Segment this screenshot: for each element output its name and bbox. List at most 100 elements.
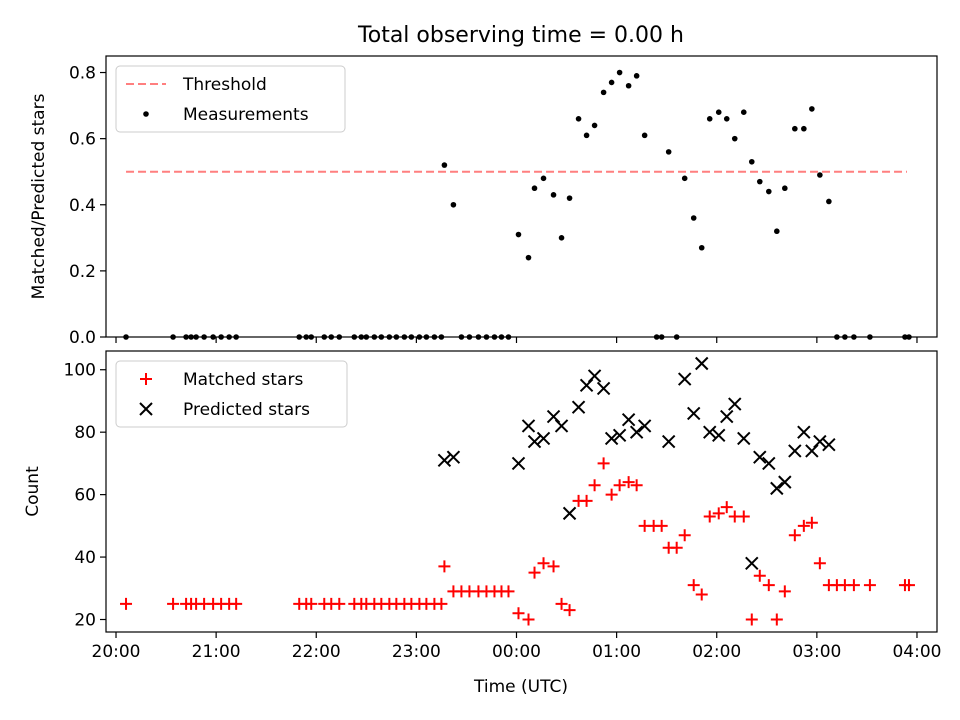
- measurement-point: [834, 334, 840, 340]
- x-tick-label: 20:00: [92, 642, 141, 662]
- predicted-star-point: [712, 428, 726, 443]
- measurement-point: [723, 116, 730, 122]
- matched-star-point: [333, 597, 346, 610]
- measurement-point: [698, 244, 705, 251]
- measurement-point: [681, 175, 688, 182]
- matched-star-point: [230, 597, 243, 610]
- measurement-point: [525, 254, 532, 261]
- x-tick-label: 21:00: [192, 642, 241, 662]
- predicted-star-point: [813, 434, 827, 449]
- measurement-point: [740, 109, 747, 115]
- x-tick-label: 02:00: [692, 642, 741, 662]
- measurement-point: [782, 185, 788, 192]
- matched-star-point: [703, 510, 716, 523]
- measurement-point: [308, 334, 315, 340]
- y-tick-label-bottom: 40: [74, 548, 96, 568]
- panel-counts: 20 40 60 80 100 20:00 21:00 22:00 23:00 00:00 01:0…: [23, 350, 941, 662]
- measurement-point: [658, 334, 665, 340]
- measurement-point: [641, 132, 648, 139]
- y-tick-label-bottom: 80: [74, 423, 96, 443]
- matched-star-point: [678, 529, 691, 542]
- matched-star-point: [512, 607, 525, 620]
- measurement-point: [531, 185, 538, 192]
- predicted-star-point: [737, 431, 751, 446]
- matched-star-point: [597, 457, 610, 470]
- predicted-star-point: [612, 428, 627, 443]
- measurement-point: [715, 109, 722, 115]
- measurement-point: [591, 122, 598, 129]
- measurement-point: [653, 334, 660, 340]
- matched-star-point: [863, 579, 876, 592]
- matched-star-point: [712, 507, 725, 520]
- predicted-star-point: [621, 412, 636, 427]
- predicted-star-point: [629, 425, 644, 439]
- chart-title: Total observing time = 0.00 h: [357, 23, 684, 48]
- measurement-point: [540, 175, 547, 182]
- legend-marker: [143, 111, 149, 117]
- matched-star-point: [547, 560, 560, 573]
- measurement-point: [906, 334, 912, 340]
- measurement-point: [566, 195, 573, 201]
- predicted-star-point: [703, 425, 717, 439]
- measurement-point: [458, 334, 465, 340]
- y-axis-label-bottom: Count: [23, 466, 43, 517]
- matched-star-point: [120, 597, 133, 610]
- y-tick-label-bottom: 20: [74, 611, 96, 631]
- legend-label: Measurements: [183, 105, 309, 125]
- predicted-star-point: [695, 356, 709, 371]
- measurement-point: [438, 334, 445, 340]
- x-tick-label: 00:00: [492, 642, 541, 662]
- predicted-star-point: [527, 434, 542, 449]
- measurement-point: [809, 106, 815, 112]
- measurement-point: [867, 334, 873, 340]
- measurement-point: [550, 192, 557, 198]
- measurement-point: [296, 334, 303, 340]
- predicted-star-point: [788, 444, 802, 458]
- measurement-point: [505, 334, 512, 340]
- measurement-point: [616, 69, 623, 76]
- matched-star-point: [622, 476, 635, 489]
- measurement-point: [226, 334, 232, 340]
- measurement-point: [336, 334, 343, 340]
- predicted-star-point: [554, 419, 569, 433]
- measurement-point: [583, 132, 590, 139]
- matched-star-point: [435, 597, 448, 610]
- predicted-star-point: [587, 369, 602, 383]
- measurement-point: [902, 334, 908, 340]
- legend-label: Predicted stars: [183, 400, 310, 420]
- measurement-point: [600, 89, 607, 96]
- matched-star-point: [528, 566, 541, 579]
- measurement-point: [303, 334, 310, 340]
- matched-star-point: [555, 597, 568, 610]
- predicted-star-point: [770, 481, 784, 496]
- matched-star-point: [797, 519, 810, 532]
- measurement-point: [431, 334, 438, 340]
- measurement-point: [423, 334, 430, 340]
- matched-star-point: [813, 557, 826, 570]
- matched-star-point: [847, 579, 860, 592]
- panel-ratio: 0.0 0.2 0.4 0.6 0.8 Matched/Predicted stars Th…: [29, 55, 938, 348]
- matched-star-point: [537, 557, 550, 570]
- matched-star-point: [167, 597, 180, 610]
- measurement-point: [393, 334, 400, 340]
- x-tick-label: 01:00: [592, 642, 641, 662]
- measurement-point: [673, 334, 680, 340]
- predicted-star-point: [596, 381, 611, 396]
- matched-star-point: [305, 597, 318, 610]
- matched-star-point: [762, 579, 775, 592]
- matched-star-point: [737, 510, 750, 523]
- matched-star-point: [770, 613, 783, 626]
- measurement-point: [363, 334, 370, 340]
- matched-star-point: [720, 501, 733, 514]
- predicted-star-point: [822, 437, 836, 452]
- predicted-star-point: [797, 425, 811, 439]
- measurement-point: [575, 116, 582, 122]
- matched-star-point: [605, 488, 618, 501]
- matched-star-point: [588, 479, 601, 492]
- legend-marker: [139, 402, 153, 416]
- measurement-point: [817, 172, 823, 178]
- predicted-star-point: [562, 506, 577, 521]
- measurement-point: [826, 198, 832, 205]
- predicted-star-point: [762, 456, 776, 471]
- measurement-point: [328, 334, 335, 340]
